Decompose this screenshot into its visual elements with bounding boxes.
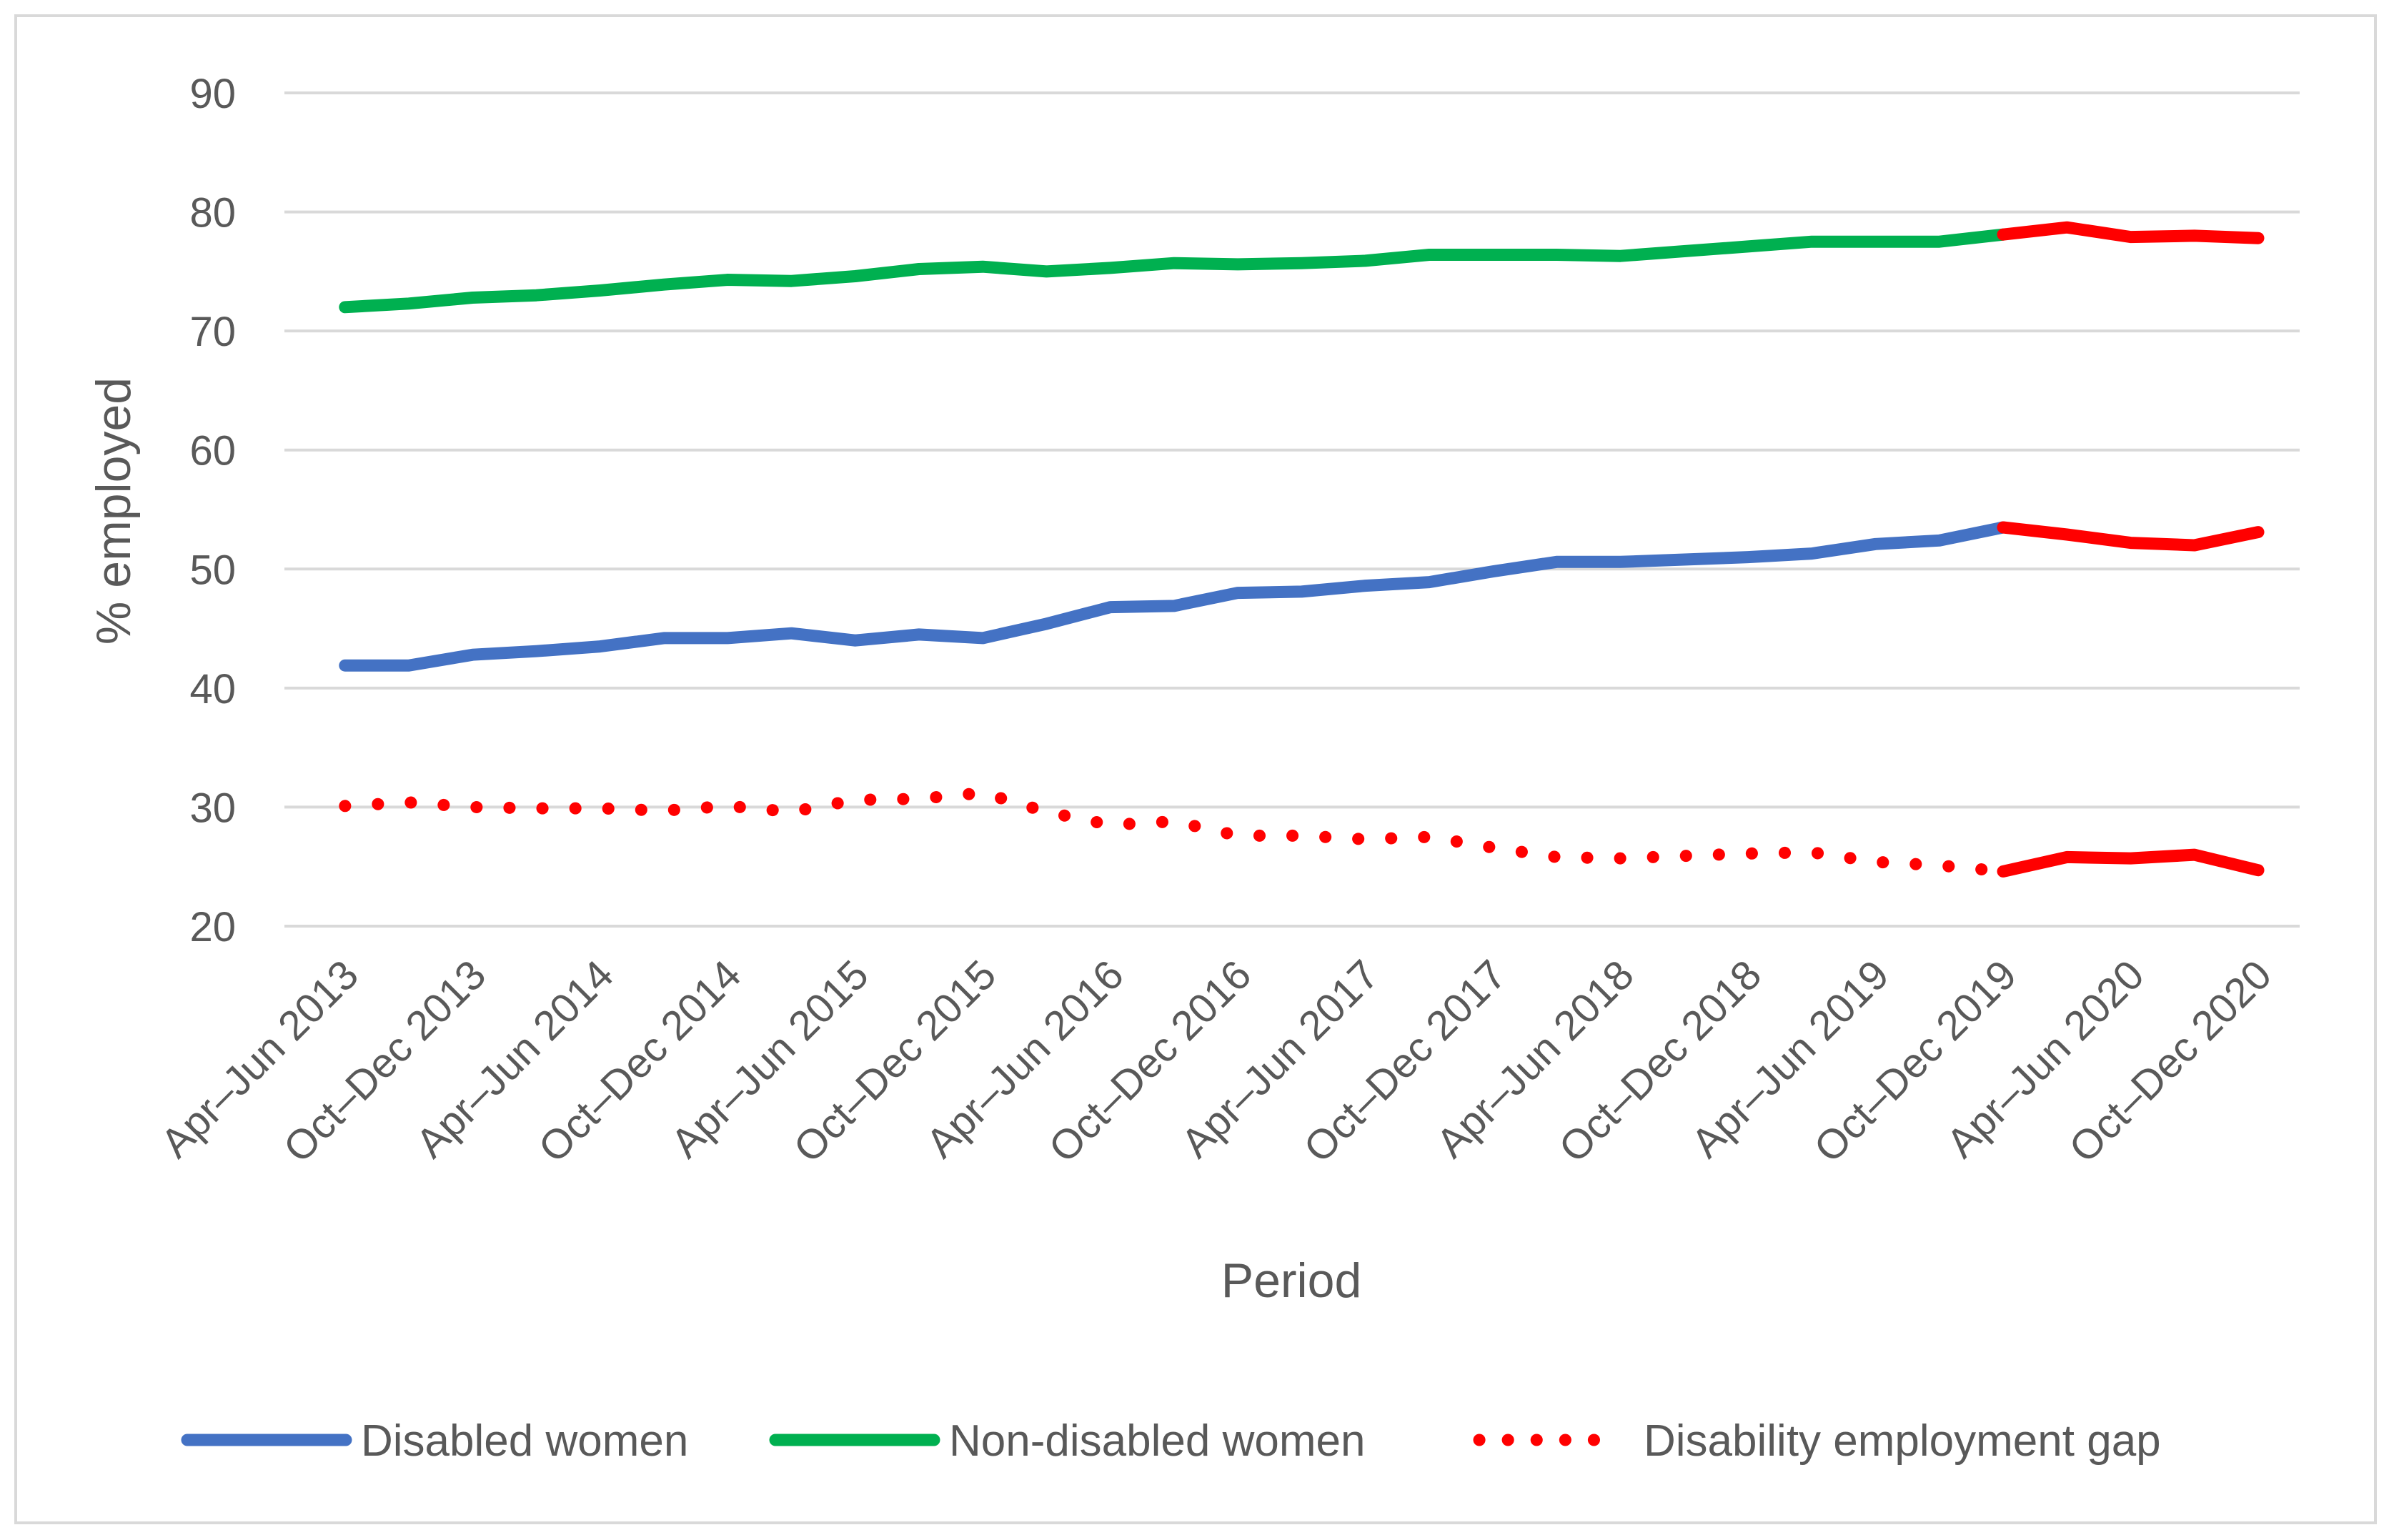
data-point-disability-employment-gap: [1875, 861, 1877, 863]
series-highlight-non-disabled-women: [1997, 221, 2265, 244]
x-axis-title: Period: [1221, 1253, 1362, 1308]
y-axis-title: % employed: [86, 377, 141, 645]
series-highlight-disability-employment-gap: [1997, 848, 2265, 878]
y-tick-label: 40: [189, 666, 236, 712]
gridlines: [284, 91, 2300, 928]
data-point-disability-employment-gap: [663, 810, 665, 811]
series-line-disability-employment-gap: [339, 786, 2010, 878]
data-point-disability-employment-gap: [1939, 865, 1940, 866]
y-tick-label: 50: [189, 547, 236, 593]
legend-label: Non-disabled women: [949, 1416, 1365, 1466]
y-axis-ticks: 20 30 40 50 60 70 80 90: [189, 71, 236, 950]
legend-label: Disabled women: [361, 1416, 688, 1466]
y-tick-label: 30: [189, 785, 236, 831]
data-point-disability-employment-gap: [855, 799, 856, 800]
series-lines: [339, 221, 2265, 878]
data-point-disability-employment-gap: [1301, 835, 1302, 836]
data-point-disability-employment-gap: [1365, 838, 1366, 840]
legend-item-disability-employment-gap: Disability employment gap: [1473, 1416, 2161, 1466]
y-tick-label: 20: [189, 904, 236, 950]
legend-item-non-disabled-women: Non-disabled women: [769, 1416, 1365, 1466]
series-highlight-disabled-women: [1997, 521, 2265, 552]
y-tick-label: 80: [189, 190, 236, 237]
legend-label: Disability employment gap: [1644, 1416, 2161, 1466]
legend: Disabled women Non-disabled women Disabili…: [181, 1416, 2161, 1466]
data-point-disability-employment-gap: [791, 811, 793, 813]
data-point-disability-employment-gap: [918, 798, 920, 800]
data-point-disability-employment-gap: [1110, 824, 1111, 825]
data-point-disability-employment-gap: [982, 792, 983, 793]
y-tick-label: 90: [189, 71, 236, 117]
y-tick-label: 60: [189, 428, 236, 475]
data-point-disability-employment-gap: [1173, 820, 1175, 822]
series-line-disabled-women: [339, 521, 2010, 672]
data-point-disability-employment-gap: [1045, 811, 1047, 813]
series-line-non-disabled-women: [339, 228, 2010, 314]
legend-item-disabled-women: Disabled women: [181, 1416, 688, 1466]
data-point-disability-employment-gap: [1237, 835, 1238, 836]
y-tick-label: 70: [189, 309, 236, 355]
